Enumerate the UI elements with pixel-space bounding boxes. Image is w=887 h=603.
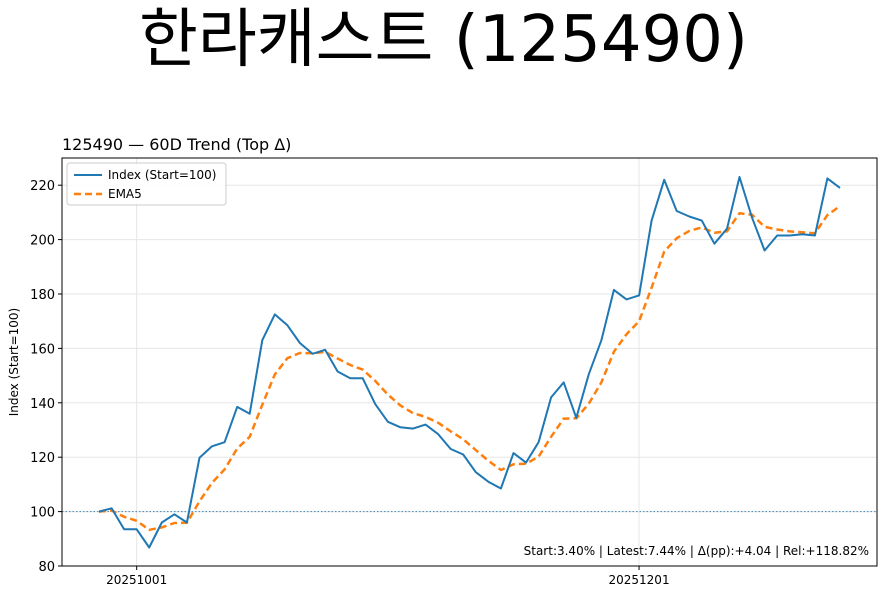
y-tick-label: 160: [30, 342, 55, 357]
chart-title: 125490 — 60D Trend (Top Δ): [62, 135, 291, 154]
ema5-line: [98, 205, 841, 532]
axis-layer: 80 100 120 140 160 180 200 220 20251001 20251201: [30, 179, 669, 587]
legend: Index (Start=100) EMA5: [66, 162, 227, 206]
y-tick-label: 80: [38, 560, 55, 575]
y-tick-label: 100: [30, 506, 55, 521]
x-tick-label: 20251001: [106, 573, 167, 587]
index-line: [98, 176, 841, 549]
legend-box: [66, 162, 227, 206]
grid: [62, 158, 877, 567]
legend-label-index: Index (Start=100): [108, 168, 217, 182]
legend-label-ema5: EMA5: [108, 187, 142, 201]
series-layer: [98, 176, 841, 549]
page-title: 한라캐스트 (125490): [139, 3, 748, 77]
plot-frame: [61, 157, 878, 567]
y-tick-label: 180: [30, 288, 55, 303]
y-tick-label: 220: [30, 179, 55, 194]
y-tick-label: 120: [30, 451, 55, 466]
y-axis-label: Index (Start=100): [7, 308, 21, 417]
stats-annotation: Start:3.40% | Latest:7.44% | Δ(pp):+4.04…: [524, 544, 869, 558]
x-tick-label: 20251201: [609, 573, 670, 587]
y-tick-label: 140: [30, 397, 55, 412]
y-tick-label: 200: [30, 234, 55, 249]
